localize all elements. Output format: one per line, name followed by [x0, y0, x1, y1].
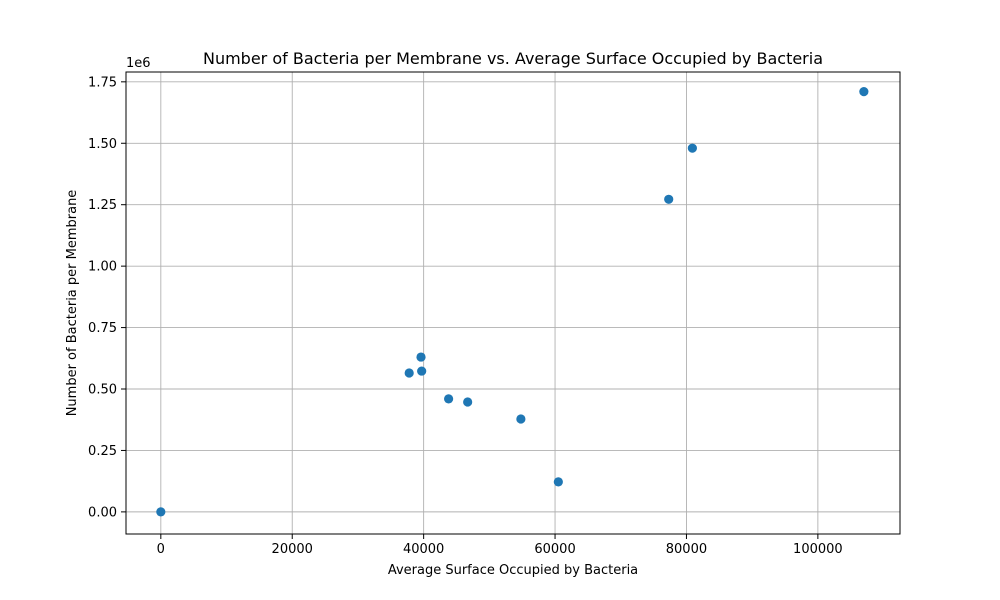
y-tick-label: 1.75: [88, 75, 117, 90]
x-axis-label: Average Surface Occupied by Bacteria: [388, 563, 638, 578]
x-tick-label: 100000: [793, 542, 843, 557]
data-point: [516, 414, 526, 424]
points-layer: [156, 87, 869, 517]
data-point: [416, 352, 426, 362]
x-tick-label: 0: [157, 542, 165, 557]
y-tick-label: 1.25: [88, 198, 117, 213]
data-point: [463, 397, 473, 407]
data-point: [444, 394, 454, 404]
data-point: [417, 366, 427, 376]
y-offset-label: 1e6: [126, 56, 151, 71]
x-tick-label: 60000: [534, 542, 575, 557]
x-tick-label: 20000: [272, 542, 313, 557]
data-point: [687, 143, 697, 153]
y-tick-label: 0.00: [88, 505, 117, 520]
ticks-layer: 0 20000 40000 60000 80000 100000 0.00 0.25 0.50 0…: [88, 75, 843, 557]
x-tick-label: 40000: [403, 542, 444, 557]
grid-layer: [126, 72, 900, 534]
y-tick-label: 0.25: [88, 444, 117, 459]
data-point: [156, 507, 166, 517]
data-point: [404, 368, 414, 378]
data-point: [664, 194, 674, 204]
y-tick-label: 1.50: [88, 137, 117, 152]
y-tick-label: 0.50: [88, 383, 117, 398]
plot-frame: [125, 71, 901, 535]
chart-title: Number of Bacteria per Membrane vs. Aver…: [203, 49, 823, 68]
data-point: [859, 87, 869, 97]
y-tick-label: 0.75: [88, 321, 117, 336]
data-point: [553, 477, 563, 487]
x-tick-label: 80000: [666, 542, 707, 557]
y-axis-label: Number of Bacteria per Membrane: [65, 190, 80, 417]
y-tick-label: 1.00: [88, 260, 117, 275]
